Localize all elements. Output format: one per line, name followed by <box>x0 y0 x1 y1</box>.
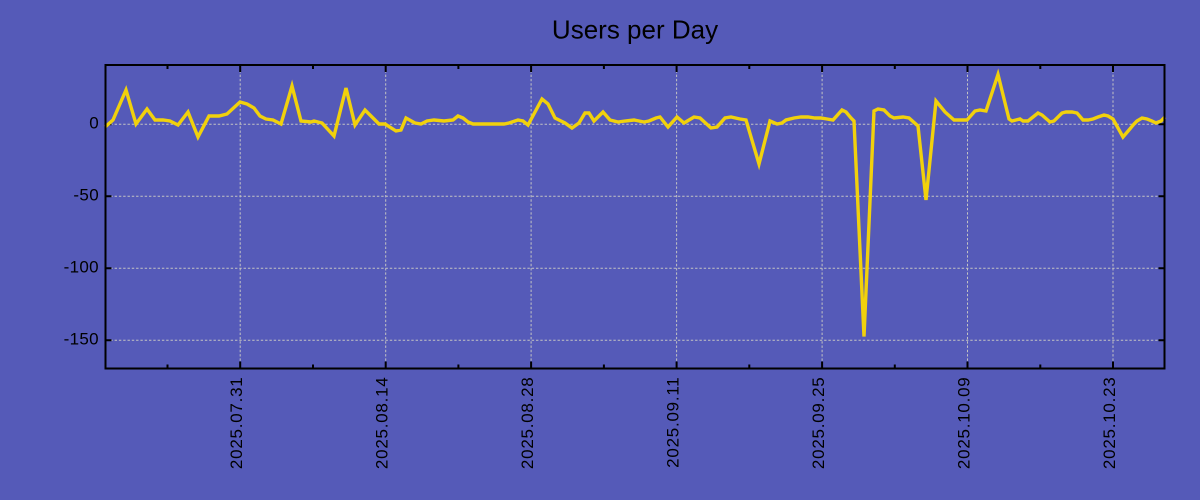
svg-text:2025.09.11: 2025.09.11 <box>664 377 683 468</box>
svg-text:2025.10.09: 2025.10.09 <box>955 377 974 470</box>
svg-text:-100: -100 <box>64 258 99 277</box>
svg-text:2025.07.31: 2025.07.31 <box>227 377 246 470</box>
svg-text:0: 0 <box>89 114 99 133</box>
svg-text:2025.08.14: 2025.08.14 <box>373 377 392 470</box>
svg-text:-50: -50 <box>73 186 99 205</box>
svg-text:2025.10.23: 2025.10.23 <box>1100 377 1119 470</box>
svg-text:-150: -150 <box>64 330 99 349</box>
svg-text:2025.09.25: 2025.09.25 <box>809 377 828 470</box>
svg-text:2025.08.28: 2025.08.28 <box>518 377 537 470</box>
svg-text:Users per Day: Users per Day <box>552 15 718 45</box>
